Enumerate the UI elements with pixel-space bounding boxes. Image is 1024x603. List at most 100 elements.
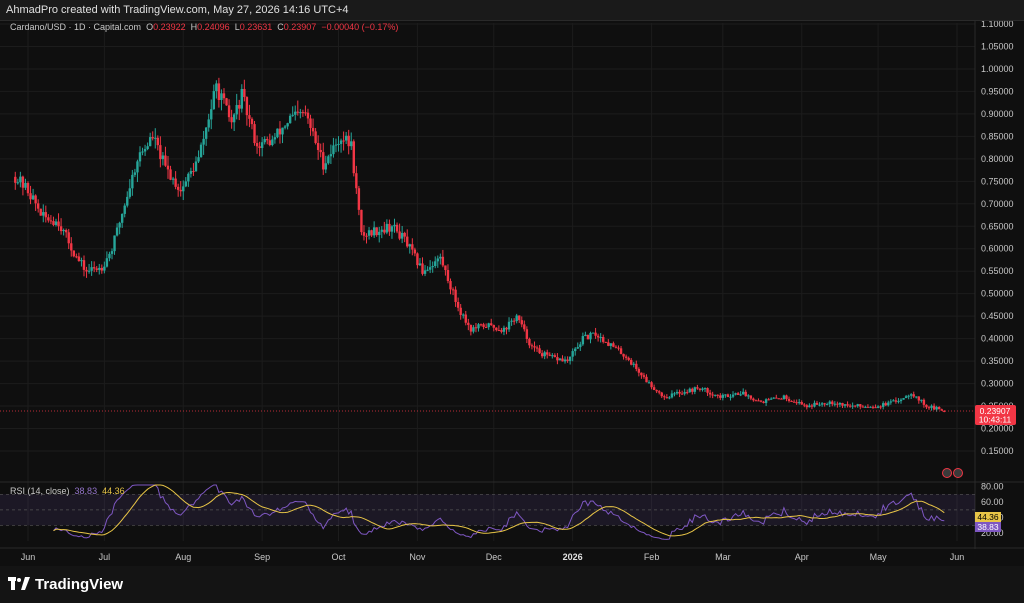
candle-body (762, 401, 765, 403)
last-price-value: 0.23907 (980, 406, 1011, 416)
candle-body (576, 347, 579, 349)
candle-body (563, 359, 567, 362)
rsi-value: 38.83 (74, 486, 98, 496)
candle-body (823, 403, 826, 405)
candle-body (721, 394, 725, 398)
candle-body (678, 391, 681, 394)
rsi-ma-line (53, 484, 945, 537)
candle-body (861, 406, 865, 408)
candle-body (836, 403, 839, 405)
candle-body (764, 399, 768, 403)
candle-body (421, 263, 424, 274)
candle-body (551, 355, 554, 357)
candle-body (332, 145, 335, 155)
candle-body (194, 161, 198, 172)
candle-body (770, 398, 773, 400)
candle-body (398, 231, 401, 239)
rsi-label[interactable]: RSI (14, close) (10, 486, 70, 496)
candle-body (668, 397, 671, 399)
candle-body (16, 182, 20, 184)
candle-body (627, 357, 630, 360)
candle-body (301, 112, 305, 114)
candle-body (451, 289, 455, 291)
candle-body (342, 140, 345, 142)
candle-body (141, 151, 144, 153)
symbol-label[interactable]: Cardano/USD · 1D · Capital.com (10, 22, 142, 32)
candle-body (322, 152, 325, 170)
candle-body (316, 143, 320, 150)
candle-body (538, 348, 541, 354)
candle-body (357, 188, 361, 210)
candle-body (490, 323, 493, 326)
time-tick-label: Apr (795, 552, 809, 562)
candle-body (133, 172, 137, 175)
candle-body (42, 212, 45, 216)
candle-body (64, 230, 68, 233)
candle-body (39, 208, 42, 216)
tradingview-logo[interactable]: TradingView (8, 575, 123, 593)
candle-body (889, 401, 893, 403)
candle-body (199, 144, 203, 158)
candle-body (915, 396, 918, 398)
rsi-tick-label: 20.00 (981, 528, 1004, 538)
candle-body (311, 127, 315, 132)
time-tick-label: Dec (486, 552, 503, 562)
candle-body (591, 332, 595, 334)
candle-body (230, 117, 233, 123)
candle-body (874, 407, 877, 409)
candle-body (897, 401, 900, 403)
header-text: AhmadPro created with TradingView.com, M… (6, 4, 349, 16)
candle-body (759, 400, 763, 402)
candle-body (507, 321, 511, 330)
price-tick-label: 1.10000 (981, 21, 1014, 29)
candle-body (851, 405, 854, 407)
candle-body (515, 315, 518, 322)
candle-body (347, 135, 350, 147)
candle-body (380, 229, 383, 232)
candle-body (617, 347, 620, 349)
candle-body (278, 128, 282, 135)
candle-body (100, 267, 104, 271)
candle-body (818, 404, 821, 406)
candle-body (372, 227, 376, 236)
candle-body (467, 322, 470, 325)
candle-body (238, 105, 241, 109)
candle-body (747, 395, 750, 397)
candle-body (283, 126, 287, 128)
candle-body (920, 399, 923, 401)
candle-body (670, 393, 674, 398)
candle-body (166, 165, 170, 170)
price-tick-label: 0.55000 (981, 266, 1014, 276)
candle-body (869, 406, 872, 408)
candle-body (833, 403, 837, 405)
candle-body (344, 135, 348, 141)
candle-body (118, 222, 121, 228)
candle-body (250, 118, 254, 125)
candle-body (881, 403, 885, 407)
candle-body (630, 359, 633, 365)
candle-body (439, 256, 442, 259)
chart-frame[interactable]: 1.10000 1.05000 1.00000 0.95000 0.90000 0.850… (0, 20, 1024, 566)
candle-body (375, 227, 378, 236)
candle-body (403, 232, 406, 237)
time-tick-label: Nov (409, 552, 426, 562)
candle-body (780, 398, 783, 400)
candle-body (416, 253, 419, 266)
candle-body (528, 338, 531, 346)
candle-body (566, 359, 569, 361)
candle-body (556, 357, 559, 361)
rsi-ma-value: 44.36 (102, 486, 125, 496)
price-tick-label: 0.15000 (981, 446, 1014, 456)
candle-body (540, 353, 544, 357)
candle-body (665, 397, 669, 399)
candle-body (24, 182, 27, 188)
price-chart[interactable]: 1.10000 1.05000 1.00000 0.95000 0.90000 0.850… (0, 21, 1024, 566)
candle-body (138, 152, 142, 162)
event-marker-icon (942, 468, 952, 478)
candle-body (314, 131, 317, 144)
candle-body (148, 137, 152, 147)
candle-body (589, 332, 592, 340)
candle-body (599, 337, 602, 339)
candle-body (775, 397, 778, 399)
candle-body (174, 178, 177, 187)
